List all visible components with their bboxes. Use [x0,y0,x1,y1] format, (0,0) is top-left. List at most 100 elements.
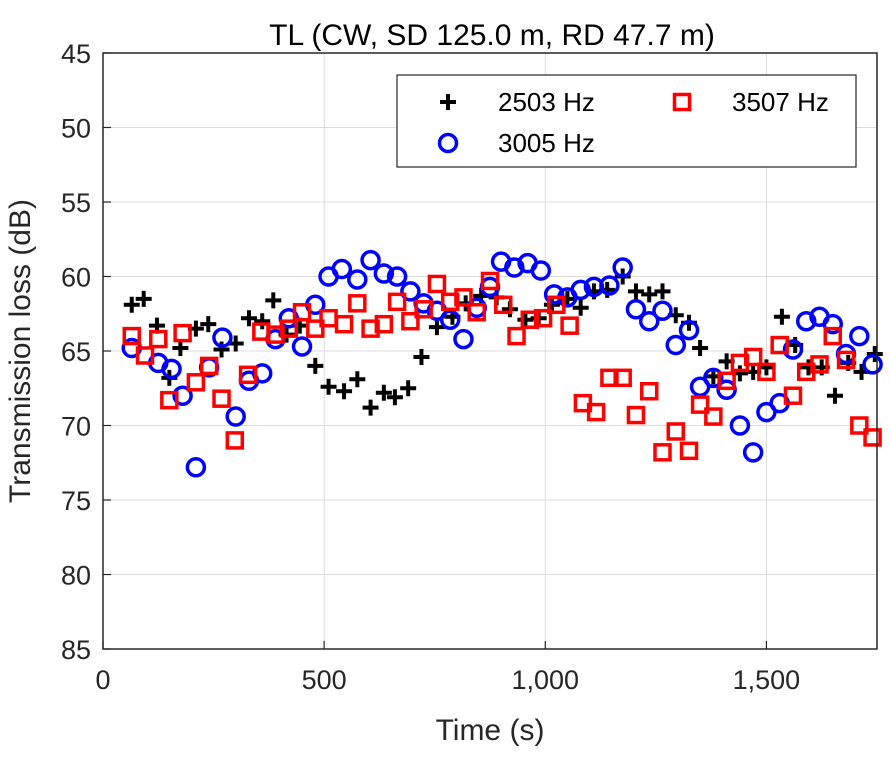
data-point-circle [543,284,565,305]
data-point-square [292,303,312,322]
legend-entry: 2503 Hz [440,87,595,117]
data-point-square [160,390,179,410]
legend-marker-circle [437,132,459,154]
data-point-square [666,422,686,441]
data-point-circle [782,339,804,360]
data-point-circle [386,266,408,287]
data-point-circle [360,249,381,271]
data-point-plus [362,399,379,416]
legend-marker-square [672,92,692,112]
data-point-circle [212,327,233,348]
data-point-square [173,323,192,343]
legend-entry: 3005 Hz [437,128,595,158]
data-point-square [533,308,553,328]
data-point-plus [213,341,230,358]
data-point-circle [625,299,647,320]
x-tick-label: 1,000 [511,665,579,695]
data-point-square [238,365,258,385]
legend-marker-plus [440,94,456,110]
data-point-square [823,326,843,346]
y-tick-label: 75 [61,486,91,516]
series-square [122,271,882,462]
data-point-circle [849,325,870,347]
y-tick-label: 45 [61,39,91,69]
data-point-square [454,288,473,307]
legend: 2503 Hz 3005 Hz 3507 Hz [396,74,857,168]
data-point-plus [336,383,353,400]
data-point-plus [135,290,152,307]
data-point-plus [758,359,775,376]
data-point-square [836,350,856,370]
data-point-square [122,326,141,346]
data-point-circle [373,263,395,284]
x-tick-label: 1,500 [733,665,801,695]
data-point-circle [703,367,724,389]
data-point-circle [530,260,552,281]
x-tick-label: 0 [95,665,110,695]
y-axis-label: Transmission loss (dB) [4,199,37,503]
data-point-circle [665,334,687,356]
data-point-circle [291,336,313,357]
x-axis-label: Time (s) [436,714,545,747]
data-point-plus [375,384,392,401]
data-point-square [560,316,579,335]
data-point-square [186,373,206,392]
data-point-square [225,431,245,450]
series-circle [121,249,883,478]
data-point-plus [572,299,589,316]
y-tick-label: 65 [61,337,91,367]
data-point-square [348,294,367,313]
data-point-plus [866,345,883,362]
data-point-circle [225,406,246,427]
data-point-plus [172,340,189,357]
data-point-circle [742,442,764,463]
data-point-square [414,300,433,319]
data-point-plus [254,313,271,330]
data-point-square [653,443,672,462]
data-point-plus [428,319,445,336]
data-point-square [199,356,219,376]
y-tick-label: 50 [61,114,91,144]
data-point-square [387,292,407,312]
data-point-square [494,295,513,315]
y-tick-label: 55 [61,188,91,218]
data-point-circle [729,415,751,436]
x-tick-label: 500 [302,665,347,695]
data-point-circle [652,300,673,322]
data-point-circle [638,310,660,332]
data-point-plus [692,340,709,357]
data-point-square [626,405,646,425]
data-point-square [863,428,882,447]
data-point-square [306,319,325,338]
data-point-square [480,271,500,291]
legend-entry: 3507 Hz [672,87,829,117]
chart-title: TL (CW, SD 125.0 m, RD 47.7 m) [269,19,715,52]
series-layer [121,249,883,478]
data-point-circle [612,257,633,278]
data-point-plus [627,283,644,300]
data-point-square [507,326,526,346]
data-point-square [467,303,486,322]
data-point-square [717,371,736,391]
data-point-plus [240,310,257,327]
data-point-square [149,329,168,349]
data-point-square [783,386,803,405]
data-point-circle [822,313,844,335]
data-point-square [770,335,789,355]
data-point-plus [773,308,790,325]
data-point-circle [185,456,207,478]
data-point-square [743,347,763,367]
data-point-circle [504,257,525,278]
data-point-circle [678,319,700,341]
y-tick-label: 85 [61,635,91,665]
data-point-square [757,362,776,382]
data-point-circle [439,309,461,330]
data-point-square [679,441,699,461]
data-point-circle [862,354,883,375]
data-point-square [850,416,869,435]
legend-box [396,74,857,168]
data-point-circle [251,363,273,384]
data-point-circle [570,279,591,301]
y-axis-ticks: 45 50 55 60 65 70 75 80 85 [61,39,111,665]
